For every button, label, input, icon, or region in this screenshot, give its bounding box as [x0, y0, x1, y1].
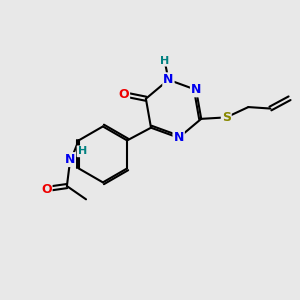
Text: H: H: [78, 146, 87, 156]
Text: N: N: [191, 83, 201, 96]
Text: N: N: [163, 73, 174, 86]
Text: O: O: [118, 88, 129, 101]
Text: N: N: [173, 131, 184, 144]
Text: O: O: [41, 182, 52, 196]
Text: H: H: [160, 56, 170, 66]
Text: S: S: [222, 111, 231, 124]
Text: N: N: [64, 153, 75, 166]
